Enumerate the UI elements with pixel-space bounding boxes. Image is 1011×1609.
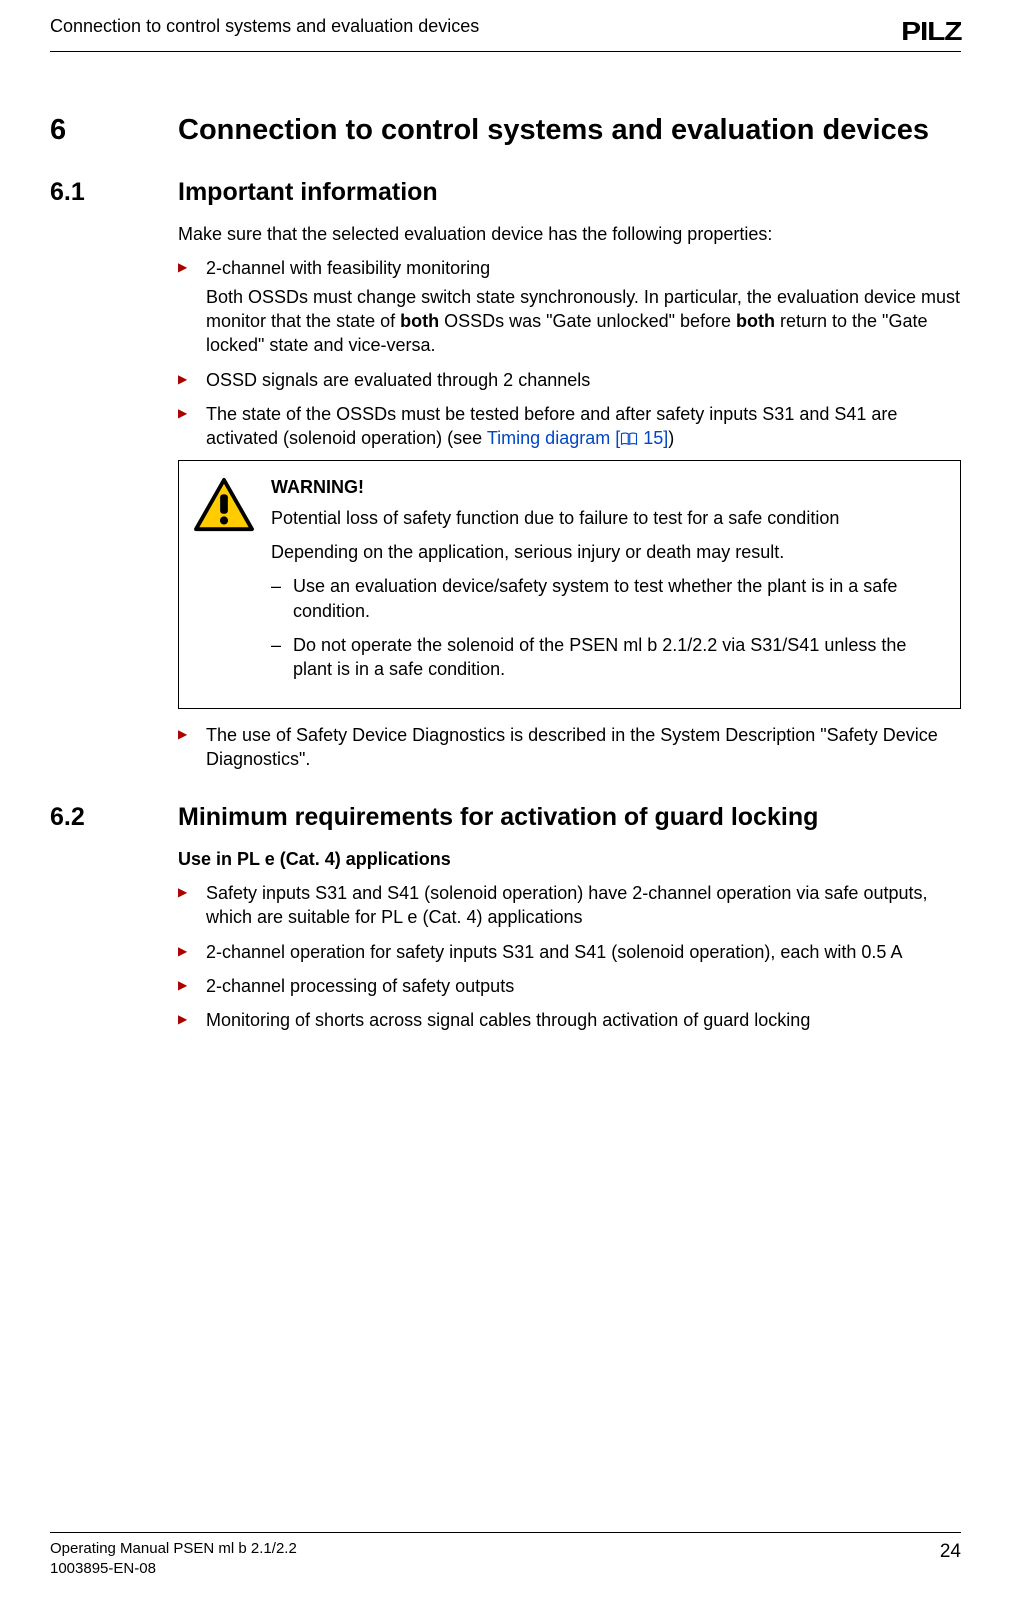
list-item: 2-channel operation for safety inputs S3…: [178, 940, 961, 964]
brand-logo: PILZ: [901, 14, 961, 49]
section-number: 6.2: [50, 801, 178, 835]
page-footer: Operating Manual PSEN ml b 2.1/2.2 10038…: [50, 1532, 961, 1580]
list-item: OSSD signals are evaluated through 2 cha…: [178, 368, 961, 392]
warning-instructions: Use an evaluation device/safety system t…: [271, 574, 946, 681]
section-6-heading: 6 Connection to control systems and eval…: [50, 112, 961, 148]
section-title: Important information: [178, 176, 961, 210]
list-item: Use an evaluation device/safety system t…: [271, 574, 946, 623]
requirements-list-continued: The use of Safety Device Diagnostics is …: [178, 723, 961, 772]
warning-triangle-icon: [193, 477, 255, 533]
subsection-heading: Use in PL e (Cat. 4) applications: [178, 847, 961, 871]
list-item: The state of the OSSDs must be tested be…: [178, 402, 961, 451]
page-header: Connection to control systems and evalua…: [50, 0, 961, 52]
section-number: 6: [50, 112, 178, 148]
warning-callout: WARNING! Potential loss of safety functi…: [178, 460, 961, 708]
list-item-head: 2-channel with feasibility monitoring: [206, 258, 490, 278]
cross-reference-link[interactable]: Timing diagram [ 15]: [487, 428, 668, 448]
warning-text: WARNING! Potential loss of safety functi…: [271, 475, 946, 574]
section-title: Connection to control systems and evalua…: [178, 112, 961, 148]
running-head: Connection to control systems and evalua…: [50, 14, 479, 38]
section-6-1-heading: 6.1 Important information: [50, 176, 961, 210]
book-icon: [620, 428, 638, 442]
footer-doc-id: 1003895-EN-08: [50, 1559, 297, 1579]
warning-title: WARNING!: [271, 475, 946, 499]
list-item: Monitoring of shorts across signal cable…: [178, 1008, 961, 1032]
warning-consequence: Depending on the application, serious in…: [271, 540, 946, 564]
list-item: The use of Safety Device Diagnostics is …: [178, 723, 961, 772]
requirements-list-62: Safety inputs S31 and S41 (solenoid oper…: [178, 881, 961, 1032]
list-item-head: OSSD signals are evaluated through 2 cha…: [206, 370, 590, 390]
footer-manual-title: Operating Manual PSEN ml b 2.1/2.2: [50, 1539, 297, 1559]
page-number: 24: [940, 1539, 961, 1565]
page-content: 6 Connection to control systems and eval…: [50, 112, 961, 1033]
warning-subtitle: Potential loss of safety function due to…: [271, 506, 946, 530]
list-item: Do not operate the solenoid of the PSEN …: [271, 633, 946, 682]
list-item-body: Both OSSDs must change switch state sync…: [206, 285, 961, 358]
section-number: 6.1: [50, 176, 178, 210]
footer-doc-info: Operating Manual PSEN ml b 2.1/2.2 10038…: [50, 1539, 297, 1580]
section-6-2-heading: 6.2 Minimum requirements for activation …: [50, 801, 961, 835]
section-title: Minimum requirements for activation of g…: [178, 801, 961, 835]
list-item: Safety inputs S31 and S41 (solenoid oper…: [178, 881, 961, 930]
list-item: 2-channel processing of safety outputs: [178, 974, 961, 998]
requirements-list: 2-channel with feasibility monitoring Bo…: [178, 256, 961, 450]
intro-paragraph: Make sure that the selected evaluation d…: [178, 222, 961, 246]
list-item: 2-channel with feasibility monitoring Bo…: [178, 256, 961, 357]
